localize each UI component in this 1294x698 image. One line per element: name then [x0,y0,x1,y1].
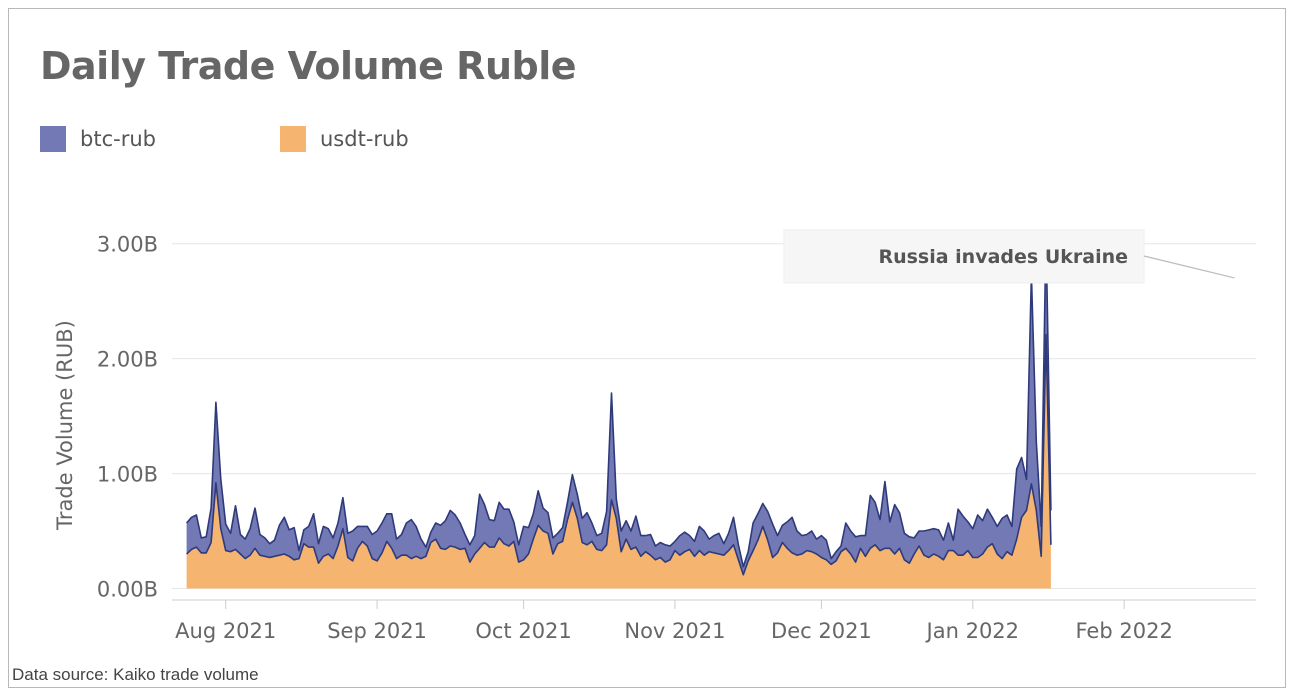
legend-label-usdt-rub: usdt-rub [320,127,409,151]
x-tick-label: Nov 2021 [624,619,725,643]
legend-item-usdt-rub[interactable]: usdt-rub [280,124,409,154]
x-tick-label: Sep 2021 [327,619,427,643]
annotation-connector [1143,255,1235,279]
y-tick-label: 2.00B [97,348,158,372]
annotation-text: Russia invades Ukraine [878,246,1128,268]
legend-swatch-btc-rub [40,126,66,152]
y-tick-label: 0.00B [97,578,158,602]
y-axis-title: Trade Volume (RUB) [53,320,77,531]
legend-label-btc-rub: btc-rub [80,127,156,151]
x-tick-label: Aug 2021 [175,619,276,643]
annotation-box [783,229,1145,284]
area-btc-rub [186,231,1051,575]
x-tick-label: Dec 2021 [771,619,872,643]
legend-swatch-usdt-rub [280,126,306,152]
line-btc-rub [185,230,1052,568]
line-usdt-rub-boundary [186,333,1052,576]
chart-title: Daily Trade Volume Ruble [40,44,577,88]
source-note: Data source: Kaiko trade volume [12,665,259,684]
x-tick-label: Jan 2022 [925,619,1020,643]
x-tick-label: Oct 2021 [475,619,571,643]
y-tick-label: 1.00B [97,463,158,487]
legend-item-btc-rub[interactable]: btc-rub [40,124,156,154]
y-tick-label: 3.00B [97,233,158,257]
x-tick-label: Feb 2022 [1076,619,1173,643]
